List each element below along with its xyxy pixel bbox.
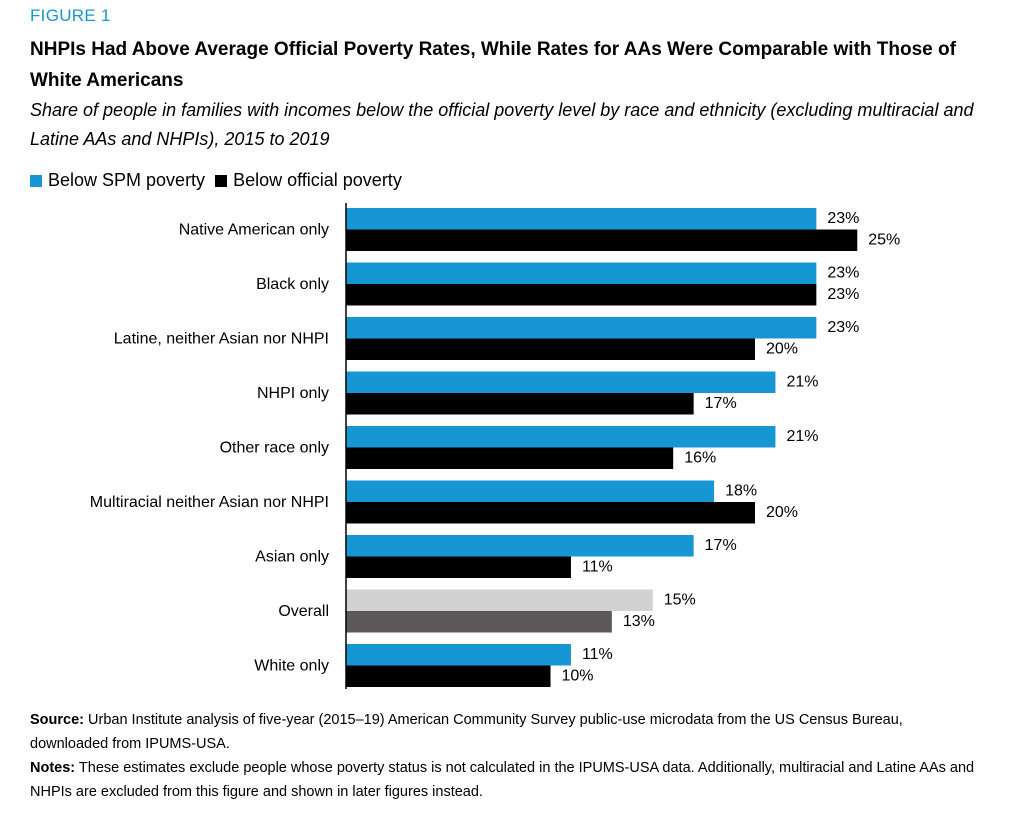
value-label-spm-nhpi-only: 21%	[786, 374, 818, 391]
value-label-spm-asian-only: 17%	[705, 537, 737, 554]
bar-official-multiracial-neither-asian-nor-nhpi	[346, 502, 755, 524]
bar-spm-asian-only	[346, 535, 694, 557]
category-label-nhpi-only: NHPI only	[257, 385, 329, 402]
bar-official-nhpi-only	[346, 393, 694, 415]
bar-official-black-only	[346, 284, 817, 306]
legend-item-official: Below official poverty	[215, 170, 402, 191]
value-label-official-black-only: 23%	[827, 286, 859, 303]
value-label-official-other-race-only: 16%	[684, 450, 716, 467]
value-label-spm-latine-neither-asian-nor-nhpi: 23%	[827, 319, 859, 336]
value-label-official-native-american-only: 25%	[868, 232, 900, 249]
value-label-official-white-only: 10%	[562, 668, 594, 685]
bar-official-overall	[346, 611, 612, 633]
value-label-spm-white-only: 11%	[582, 646, 613, 663]
category-label-multiracial-neither-asian-nor-nhpi: Multiracial neither Asian nor NHPI	[90, 494, 329, 511]
chart-subtitle: Share of people in families with incomes…	[30, 100, 974, 149]
category-label-black-only: Black only	[256, 276, 329, 293]
bar-official-asian-only	[346, 556, 571, 578]
value-label-spm-native-american-only: 23%	[827, 210, 859, 227]
value-label-spm-other-race-only: 21%	[786, 428, 818, 445]
bar-spm-nhpi-only	[346, 371, 776, 393]
source-note: Source: Urban Institute analysis of five…	[30, 712, 903, 752]
value-label-spm-multiracial-neither-asian-nor-nhpi: 18%	[725, 483, 757, 500]
bar-spm-overall	[346, 589, 653, 611]
figure-label: FIGURE 1	[30, 6, 111, 25]
bar-official-latine-neither-asian-nor-nhpi	[346, 338, 755, 360]
value-label-official-asian-only: 11%	[582, 559, 613, 576]
value-label-official-overall: 13%	[623, 613, 655, 630]
value-label-official-multiracial-neither-asian-nor-nhpi: 20%	[766, 504, 798, 521]
value-label-official-nhpi-only: 17%	[705, 395, 737, 412]
legend-label-official: Below official poverty	[233, 170, 402, 190]
bar-chart: Native American only 23% 25% Black only 23% 2…	[90, 203, 900, 689]
chart-title: NHPIs Had Above Average Official Poverty…	[30, 39, 956, 91]
category-label-white-only: White only	[254, 658, 329, 675]
category-label-overall: Overall	[278, 603, 329, 620]
chart-footer: Source: Urban Institute analysis of five…	[30, 708, 980, 804]
bar-spm-latine-neither-asian-nor-nhpi	[346, 317, 817, 339]
bar-official-white-only	[346, 665, 551, 687]
bar-spm-multiracial-neither-asian-nor-nhpi	[346, 480, 715, 502]
bar-spm-white-only	[346, 644, 571, 666]
legend-item-spm: Below SPM poverty	[30, 170, 205, 191]
bar-official-other-race-only	[346, 447, 674, 469]
value-label-spm-black-only: 23%	[827, 265, 859, 282]
bar-official-native-american-only	[346, 229, 858, 251]
category-label-native-american-only: Native American only	[179, 222, 329, 239]
category-label-latine-neither-asian-nor-nhpi: Latine, neither Asian nor NHPI	[114, 331, 329, 348]
value-label-spm-overall: 15%	[664, 592, 696, 609]
notes-note: Notes: These estimates exclude people wh…	[30, 760, 975, 800]
legend-swatch-official	[215, 174, 228, 187]
bar-spm-other-race-only	[346, 426, 776, 448]
category-label-other-race-only: Other race only	[220, 440, 329, 457]
legend-swatch-spm	[30, 174, 42, 187]
legend: Below SPM poverty Below official poverty	[30, 170, 412, 191]
legend-label-spm: Below SPM poverty	[48, 170, 206, 190]
category-label-asian-only: Asian only	[255, 549, 329, 566]
value-label-official-latine-neither-asian-nor-nhpi: 20%	[766, 341, 798, 358]
bar-spm-native-american-only	[346, 208, 817, 230]
bar-spm-black-only	[346, 262, 817, 284]
